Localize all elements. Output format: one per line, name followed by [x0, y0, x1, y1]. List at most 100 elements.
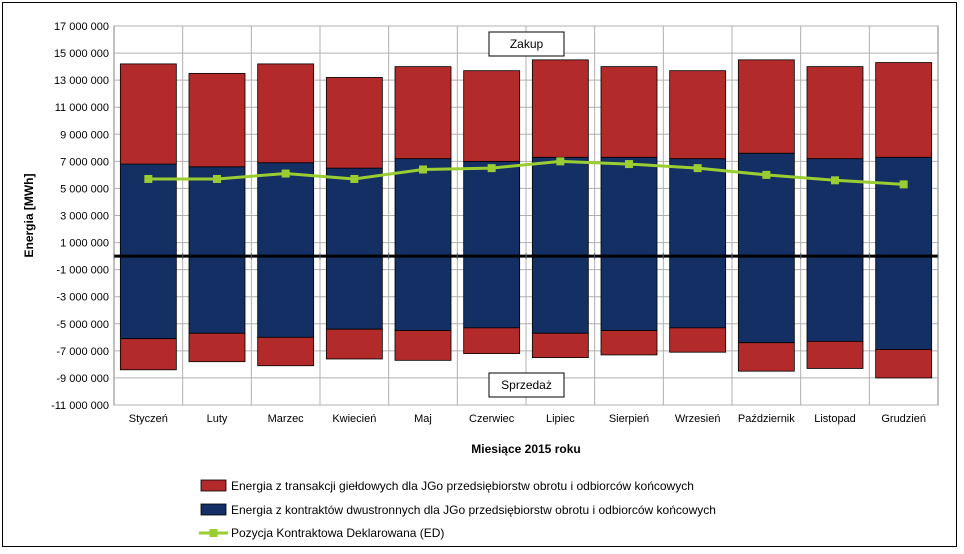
bar-exchange-purchase	[531, 59, 589, 158]
bar-exchange-purchase	[875, 62, 933, 158]
y-tick-label: 11 000 000	[55, 102, 109, 114]
y-tick-label: -1 000 000	[56, 265, 109, 277]
y-tick-label: 17 000 000	[54, 21, 109, 33]
bar-exchange-sale	[600, 330, 658, 356]
legend-swatch-bilateral	[200, 503, 227, 516]
bar-exchange-purchase	[325, 77, 383, 169]
x-tick-label: Grudzień	[881, 413, 926, 425]
ed-point	[350, 174, 359, 183]
x-tick-label: Październik	[738, 413, 795, 425]
ed-point	[213, 174, 221, 183]
ed-point	[831, 176, 839, 185]
bar-exchange-purchase	[463, 70, 521, 162]
bar-exchange-sale	[531, 332, 589, 359]
x-tick-label: Sierpień	[609, 413, 649, 425]
bar-bilateral-purchase	[806, 158, 864, 257]
ed-point	[281, 169, 290, 178]
y-axis-title: Energia [MWh]	[22, 174, 36, 258]
bar-exchange-purchase	[669, 70, 727, 160]
annotation-bottom: Sprzedaż	[488, 372, 565, 398]
x-tick-label: Luty	[207, 413, 228, 425]
x-axis-title: Miesiące 2015 roku	[471, 442, 580, 456]
y-tick-label: 7 000 000	[60, 156, 109, 168]
bar-bilateral-sale	[600, 255, 658, 331]
x-tick-label: Styczeń	[129, 413, 168, 425]
bar-bilateral-purchase	[737, 152, 795, 257]
chart-canvas: 17 000 000 15 000 000 13 000 000 11 000 000…	[22, 21, 939, 540]
bar-bilateral-purchase	[463, 160, 521, 257]
x-tick-label: Kwiecień	[332, 413, 376, 425]
bar-exchange-sale	[257, 336, 315, 367]
bar-exchange-purchase	[188, 72, 246, 168]
bar-exchange-purchase	[257, 63, 315, 164]
annotation-top: Zakup	[488, 31, 565, 57]
bar-exchange-sale	[463, 327, 521, 354]
ed-point	[556, 157, 565, 166]
bar-bilateral-purchase	[531, 156, 589, 257]
y-tick-label: -5 000 000	[56, 319, 109, 331]
y-tick-label: -9 000 000	[56, 373, 109, 385]
x-tick-label: Marzec	[268, 413, 305, 425]
y-tick-label: -7 000 000	[56, 346, 109, 358]
bar-exchange-sale	[325, 328, 383, 360]
bar-exchange-sale	[394, 330, 452, 361]
zero-axis	[113, 253, 939, 260]
bar-bilateral-sale	[806, 255, 864, 342]
chart-frame: 17 000 000 15 000 000 13 000 000 11 000 000…	[2, 2, 957, 547]
x-tick-labels: Styczeń Luty Marzec Kwiecień Maj Czerwiec Lipi…	[129, 413, 926, 425]
ed-line-group	[144, 157, 908, 189]
bar-exchange-sale	[188, 332, 246, 363]
ed-point	[762, 170, 771, 179]
bar-bilateral-purchase	[394, 158, 452, 257]
bar-exchange-purchase	[600, 66, 658, 158]
y-tick-label: 15 000 000	[54, 48, 109, 60]
legend-label-exchange: Energia z transakcji giełdowych dla JGo …	[231, 479, 694, 493]
bar-bilateral-sale	[188, 255, 246, 334]
y-tick-label: 5 000 000	[60, 183, 109, 195]
bar-exchange-sale	[669, 327, 727, 353]
bar-exchange-sale	[806, 340, 864, 369]
bar-exchange-sale	[875, 349, 933, 379]
bar-exchange-sale	[737, 342, 795, 372]
ed-series-line	[148, 159, 904, 186]
bar-exchange-sale	[119, 338, 177, 371]
y-tick-label: 3 000 000	[60, 211, 109, 223]
y-tick-label: -11 000 000	[51, 400, 109, 412]
legend: Energia z transakcji giełdowych dla JGo …	[199, 479, 716, 540]
bar-bilateral-sale	[669, 255, 727, 329]
ed-point	[693, 164, 702, 173]
ed-point	[419, 165, 427, 174]
bar-exchange-purchase	[806, 66, 864, 160]
legend-swatch-ed-marker	[209, 529, 218, 537]
bar-bilateral-purchase	[600, 156, 658, 257]
bar-bilateral-sale	[257, 255, 315, 338]
ed-point	[899, 180, 908, 189]
legend-label-ed: Pozycja Kontraktowa Deklarowana (ED)	[231, 526, 444, 540]
x-tick-label: Wrzesień	[675, 413, 721, 425]
x-tick-label: Lipiec	[546, 413, 575, 425]
bar-bilateral-sale	[875, 255, 933, 350]
bar-exchange-purchase	[119, 63, 177, 165]
x-tick-label: Listopad	[814, 413, 856, 425]
bar-bilateral-sale	[737, 255, 795, 344]
bar-bilateral-sale	[325, 255, 383, 330]
gridlines	[114, 25, 938, 406]
ed-point	[144, 174, 153, 183]
bar-bilateral-sale	[394, 255, 452, 331]
annotation-bottom-label: Sprzedaż	[501, 378, 552, 392]
ed-point	[487, 164, 496, 173]
bar-bilateral-sale	[531, 255, 589, 334]
x-tick-label: Czerwiec	[469, 413, 515, 425]
legend-label-bilateral: Energia z kontraktów dwustronnych dla JG…	[231, 503, 716, 517]
y-tick-labels: 17 000 000 15 000 000 13 000 000 11 000 000…	[51, 21, 109, 412]
y-tick-label: -3 000 000	[56, 292, 109, 304]
bar-exchange-purchase	[394, 66, 452, 160]
legend-swatch-exchange	[200, 479, 227, 492]
y-tick-label: 1 000 000	[60, 238, 109, 250]
bar-bilateral-purchase	[875, 156, 933, 257]
y-tick-label: 9 000 000	[60, 129, 109, 141]
annotation-top-label: Zakup	[510, 37, 544, 51]
bar-bilateral-sale	[119, 255, 177, 340]
bar-exchange-purchase	[737, 59, 795, 154]
bar-bilateral-sale	[463, 255, 521, 329]
